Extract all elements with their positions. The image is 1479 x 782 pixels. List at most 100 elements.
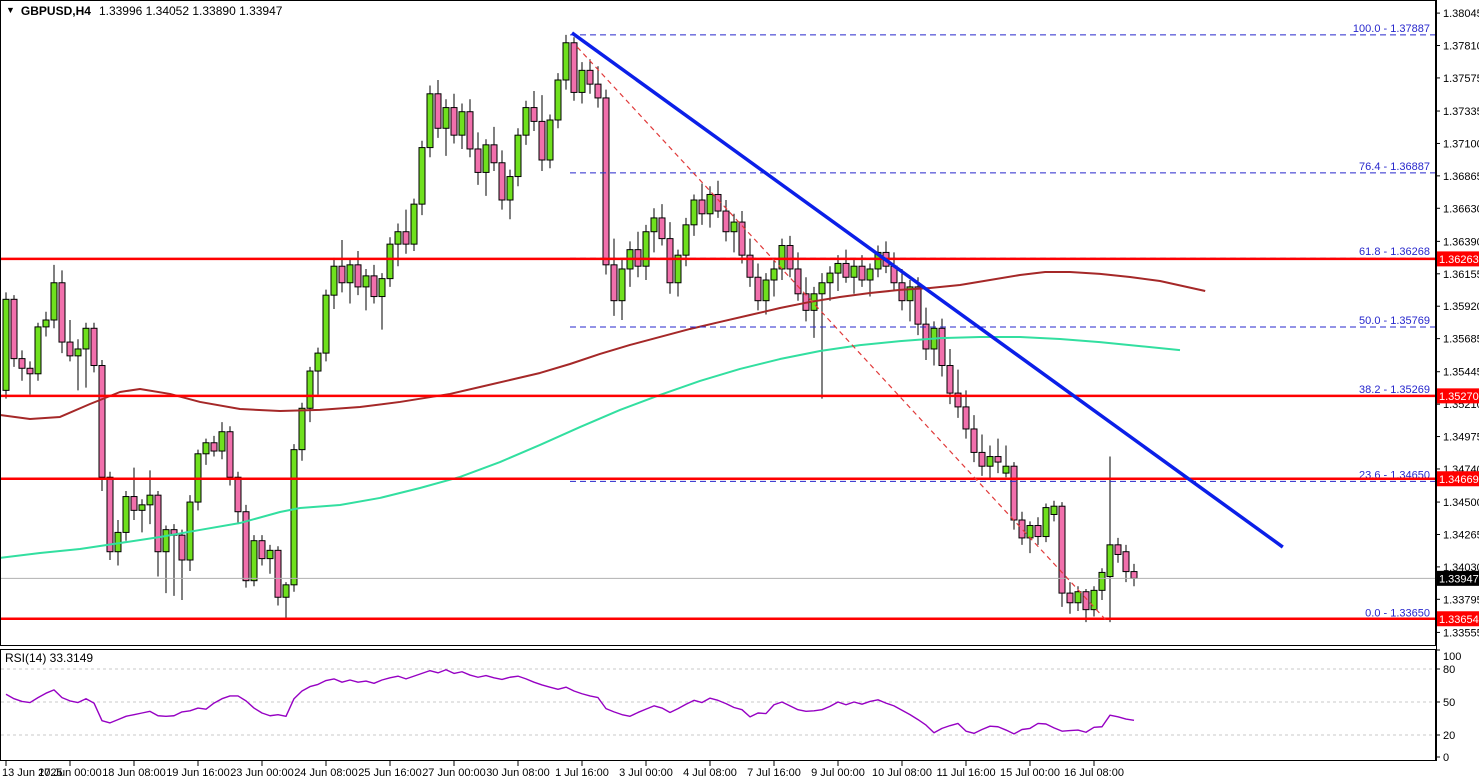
svg-text:1.36865: 1.36865 [1443, 171, 1479, 183]
candle-bull [202, 442, 210, 455]
candle-bear [858, 265, 866, 281]
svg-text:16 Jul 08:00: 16 Jul 08:00 [1064, 767, 1124, 779]
svg-text:1.33947: 1.33947 [1439, 573, 1479, 585]
candle-bull [298, 407, 306, 451]
candle-bear [338, 265, 346, 284]
candle-bear [914, 286, 922, 325]
svg-text:100.0 - 1.37887: 100.0 - 1.37887 [1353, 23, 1430, 35]
candle-bear [610, 264, 618, 302]
candle-bear [98, 365, 106, 478]
candle-bull [34, 326, 42, 375]
svg-text:1.34500: 1.34500 [1443, 497, 1479, 509]
candle-bull [122, 496, 130, 533]
candle-bull [1026, 525, 1034, 539]
price-badge [1437, 611, 1479, 627]
candle-bull [314, 352, 322, 372]
candle-bull [770, 268, 778, 281]
svg-text:17 Jun 00:00: 17 Jun 00:00 [38, 767, 102, 779]
candle-bull [1042, 507, 1050, 538]
trendline-blue [570, 31, 1284, 549]
candle-bull [730, 221, 738, 233]
svg-text:50.0 - 1.35769: 50.0 - 1.35769 [1359, 315, 1430, 327]
candle-bear [602, 97, 610, 266]
candle-bull [866, 268, 874, 281]
ohlc-quote-label: 1.33996 1.34052 1.33890 1.33947 [98, 4, 283, 18]
candle-bear [210, 442, 218, 452]
candle-bull [146, 494, 154, 506]
main-pane-border [0, 0, 1436, 646]
candle-bear [954, 392, 962, 408]
candle-bull [218, 431, 226, 452]
svg-text:20: 20 [1443, 730, 1455, 742]
candle-bull [2, 298, 10, 391]
candle-bull [682, 224, 690, 256]
svg-text:1.37810: 1.37810 [1443, 41, 1479, 53]
candle-bull [986, 456, 994, 467]
candle-bear [18, 358, 26, 369]
candle-bull [546, 119, 554, 161]
candle-bear [226, 431, 234, 478]
candle-bull [642, 231, 650, 267]
candle-bull [410, 203, 418, 245]
candle-bear [1114, 544, 1122, 555]
svg-text:80: 80 [1443, 664, 1455, 676]
candle-bear [978, 451, 986, 467]
candle-bear [58, 282, 66, 343]
svg-text:10 Jul 08:00: 10 Jul 08:00 [872, 767, 932, 779]
candle-bull [282, 584, 290, 598]
rsi-pane [0, 649, 1436, 761]
candle-bear [1010, 465, 1018, 521]
svg-text:1.35445: 1.35445 [1443, 367, 1479, 379]
candle-bear [402, 231, 410, 245]
candle-bear [434, 93, 442, 129]
candle-bear [586, 69, 594, 85]
svg-text:23 Jun 00:00: 23 Jun 00:00 [230, 767, 294, 779]
candle-bull [506, 176, 514, 201]
candle-bear [746, 254, 754, 278]
candle-bear [962, 406, 970, 430]
svg-text:30 Jun 08:00: 30 Jun 08:00 [486, 767, 550, 779]
svg-text:1.34975: 1.34975 [1443, 432, 1479, 444]
candle-bear [1130, 571, 1138, 579]
candlesticks [2, 34, 1138, 623]
symbol-period-label: GBPUSD,H4 [20, 4, 91, 18]
candle-bear [66, 341, 74, 357]
candle-bull [162, 529, 170, 553]
svg-text:9 Jul 00:00: 9 Jul 00:00 [811, 767, 865, 779]
candle-bear [938, 327, 946, 367]
price-badge [1437, 471, 1479, 487]
candle-bear [538, 120, 546, 161]
svg-text:24 Jun 08:00: 24 Jun 08:00 [294, 767, 358, 779]
candle-bull [42, 319, 50, 328]
support-resistance-lines [0, 257, 1436, 621]
candle-bull [74, 348, 82, 357]
svg-text:1.35685: 1.35685 [1443, 334, 1479, 346]
candle-bull [762, 279, 770, 302]
candle-bull [818, 282, 826, 295]
candle-bear [530, 107, 538, 122]
candle-bull [362, 275, 370, 288]
candle-bear [786, 245, 794, 270]
candle-bear [594, 83, 602, 99]
candle-bear [274, 549, 282, 598]
candle-bear [794, 268, 802, 295]
candle-bear [234, 476, 242, 513]
price-axis[interactable]: 1.38045 1.37810 1.37575 1.37335 1.37100 1.368… [1436, 0, 1479, 761]
svg-text:1.33654: 1.33654 [1439, 614, 1479, 626]
candle-bull [706, 193, 714, 215]
candle-bear [722, 210, 730, 233]
price-badge [1437, 251, 1479, 267]
svg-text:0: 0 [1443, 752, 1449, 764]
svg-text:1.33555: 1.33555 [1443, 627, 1479, 639]
candle-bear [754, 276, 762, 302]
candle-bull [1090, 589, 1098, 611]
candle-bear [106, 476, 114, 553]
candle-bear [898, 282, 906, 302]
candle-bull [674, 254, 682, 284]
rsi-line [5, 669, 1135, 735]
candle-bull [250, 540, 258, 582]
